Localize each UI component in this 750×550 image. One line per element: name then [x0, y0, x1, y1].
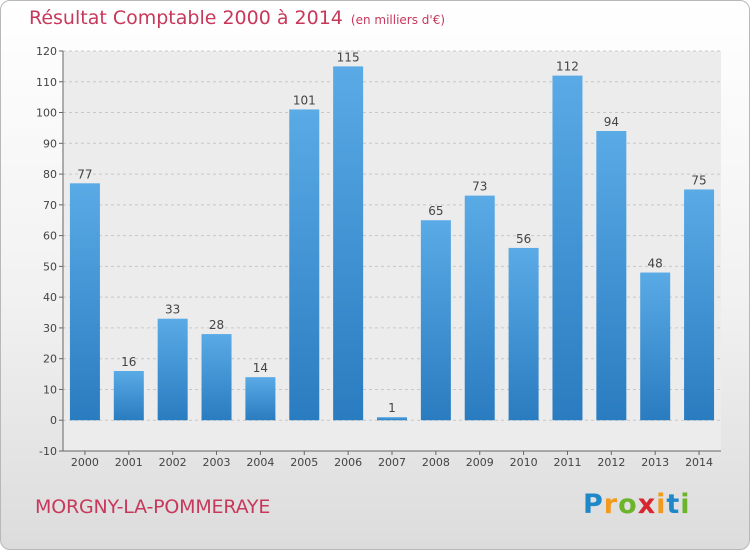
bar	[245, 377, 276, 421]
data-label: 112	[556, 60, 579, 74]
bar	[464, 195, 495, 421]
axes: -10 0 10 20 30 40 50 60 70 80 90 100 110 120 2000 2001 2…	[36, 45, 721, 469]
x-tick-label: 2001	[115, 456, 143, 469]
x-tick-label: 2000	[71, 456, 99, 469]
y-tick-label: 80	[43, 168, 57, 181]
x-tick-label: 2003	[203, 456, 231, 469]
bar	[596, 131, 627, 421]
bar	[684, 189, 715, 421]
bar	[201, 334, 232, 421]
data-label: 73	[472, 180, 487, 194]
bar	[333, 66, 364, 421]
y-tick-label: 10	[43, 383, 57, 396]
x-tick-label: 2009	[466, 456, 494, 469]
bar	[113, 371, 144, 421]
title-text: Résultat Comptable 2000 à 2014	[29, 7, 343, 29]
y-tick-label: 120	[36, 45, 57, 58]
y-tick-label: 0	[50, 414, 57, 427]
y-tick-label: 20	[43, 353, 57, 366]
logo-letter: i	[656, 489, 667, 520]
y-tick-label: 90	[43, 137, 57, 150]
bar	[157, 318, 188, 421]
x-tick-label: 2012	[597, 456, 625, 469]
data-label: 56	[516, 232, 531, 246]
logo-letter: o	[618, 489, 638, 520]
data-labels: 77 16 33 28 14 101 115 1 65 73 56 112 94 48 75	[77, 50, 706, 415]
data-label: 115	[337, 50, 360, 64]
logo-letter: r	[603, 489, 619, 520]
y-tick-label: 30	[43, 322, 57, 335]
x-tick-label: 2013	[641, 456, 669, 469]
bar	[420, 220, 451, 421]
data-label: 16	[121, 355, 136, 369]
y-tick-label: -10	[39, 445, 57, 458]
y-tick-label: 100	[36, 107, 57, 120]
logo-letter: i	[680, 489, 691, 520]
x-tick-label: 2006	[334, 456, 362, 469]
proxiti-logo: Proxiti	[583, 489, 691, 520]
data-label: 14	[253, 361, 268, 375]
bar	[377, 417, 407, 421]
y-tick-label: 110	[36, 76, 57, 89]
bar	[69, 183, 100, 421]
bar	[640, 272, 671, 421]
chart-title: Résultat Comptable 2000 à 2014 (en millie…	[29, 7, 445, 29]
bar	[508, 247, 539, 421]
bars	[69, 66, 715, 421]
chart-subtitle: (en milliers d'€)	[350, 13, 446, 27]
logo-letter: x	[637, 489, 657, 520]
x-tick-label: 2002	[159, 456, 187, 469]
y-tick-label: 60	[43, 230, 57, 243]
data-label: 48	[648, 257, 663, 271]
y-tick-label: 40	[43, 291, 57, 304]
x-tick-label: 2007	[378, 456, 406, 469]
data-label: 1	[388, 401, 396, 415]
x-tick-label: 2011	[553, 456, 581, 469]
data-label: 28	[209, 318, 224, 332]
data-label: 94	[604, 115, 619, 129]
place-name: MORGNY-LA-POMMERAYE	[35, 496, 271, 518]
data-label: 75	[691, 173, 706, 187]
logo-letter: t	[666, 489, 681, 520]
x-tick-label: 2014	[685, 456, 713, 469]
x-tick-label: 2008	[422, 456, 450, 469]
y-tick-label: 70	[43, 199, 57, 212]
data-label: 101	[293, 93, 316, 107]
x-tick-label: 2004	[246, 456, 274, 469]
data-label: 33	[165, 303, 180, 317]
y-tick-label: 50	[43, 260, 57, 273]
bar	[289, 109, 320, 421]
logo-letter: P	[583, 489, 604, 520]
x-tick-label: 2010	[510, 456, 538, 469]
x-tick-label: 2005	[290, 456, 318, 469]
data-label: 77	[77, 167, 92, 181]
data-label: 65	[428, 204, 443, 218]
bar	[552, 75, 583, 421]
